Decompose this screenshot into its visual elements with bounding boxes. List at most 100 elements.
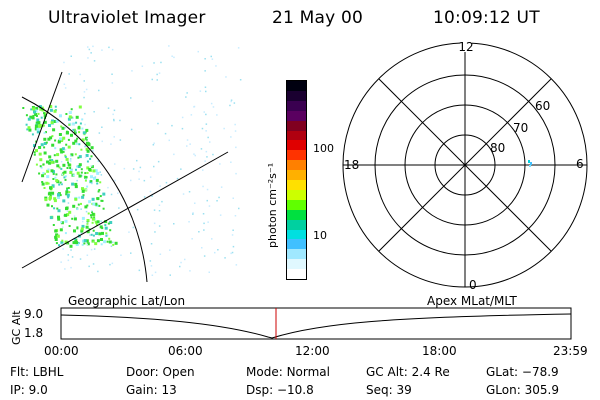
emission-pixel [91, 182, 93, 185]
emission-pixel [50, 160, 54, 164]
emission-pixel [151, 195, 153, 197]
emission-pixel [113, 109, 116, 112]
emission-pixel [95, 221, 98, 224]
emission-pixel [112, 113, 114, 116]
emission-pixel [61, 239, 64, 242]
emission-pixel [153, 142, 155, 144]
emission-pixel [159, 253, 162, 255]
emission-pixel [108, 240, 112, 244]
emission-pixel [110, 143, 112, 145]
emission-pixel [70, 160, 72, 162]
emission-pixel [37, 125, 41, 129]
colorbar-unit-label: photon cm⁻²s⁻¹ [266, 162, 279, 248]
emission-pixel [65, 157, 69, 161]
emission-pixel [75, 168, 77, 171]
emission-pixel [41, 108, 45, 112]
emission-pixel [82, 239, 85, 243]
emission-pixel [103, 240, 107, 244]
emission-pixel [43, 187, 46, 189]
emission-pixel [210, 55, 212, 58]
emission-pixel [85, 147, 89, 151]
emission-pixel [78, 174, 82, 178]
emission-pixel [89, 157, 92, 160]
emission-pixel [219, 214, 222, 216]
emission-pixel [102, 207, 105, 210]
emission-pixel [48, 198, 51, 201]
emission-pixel [79, 73, 81, 76]
emission-pixel [43, 137, 47, 141]
emission-pixel [84, 205, 88, 209]
emission-pixel [100, 174, 103, 176]
emission-pixel [27, 117, 31, 121]
emission-pixel [188, 221, 190, 223]
emission-pixel [230, 136, 232, 138]
emission-pixel [86, 204, 89, 207]
emission-pixel [87, 212, 90, 215]
emission-pixel [68, 73, 70, 75]
emission-pixel [64, 154, 67, 157]
emission-pixel [150, 265, 153, 267]
emission-pixel [176, 177, 179, 180]
emission-pixel [72, 174, 75, 177]
emission-pixel [211, 58, 214, 60]
emission-pixel [90, 180, 93, 183]
emission-pixel [64, 175, 67, 178]
emission-pixel [37, 112, 40, 115]
emission-pixel [132, 226, 135, 229]
geographic-image-panel [21, 45, 242, 283]
emission-pixel [61, 243, 63, 245]
emission-pixel [62, 226, 64, 228]
emission-pixel [80, 208, 82, 210]
emission-pixel [160, 61, 162, 64]
emission-pixel [73, 128, 76, 131]
emission-pixel [230, 100, 232, 103]
emission-pixel [94, 202, 98, 206]
emission-pixel [205, 90, 207, 93]
emission-pixel [64, 178, 67, 181]
emission-pixel [215, 65, 217, 67]
emission-pixel [67, 145, 71, 149]
emission-pixel [199, 90, 202, 92]
emission-pixel [85, 189, 87, 191]
emission-pixel [77, 165, 81, 168]
emission-pixel [93, 216, 96, 219]
timeline-xtick-4: 23:59 [553, 344, 588, 358]
emission-pixel [77, 203, 80, 206]
emission-pixel [101, 199, 104, 202]
emission-pixel [54, 229, 58, 233]
emission-pixel [92, 240, 95, 243]
emission-pixel [38, 146, 42, 149]
emission-pixel [159, 185, 161, 187]
emission-pixel [50, 169, 54, 173]
param-seq: Seq: 39 [366, 383, 412, 397]
emission-pixel [98, 132, 101, 134]
emission-pixel [66, 210, 69, 212]
emission-pixel [67, 187, 70, 189]
emission-pixel [234, 215, 237, 217]
emission-pixel [75, 243, 79, 246]
emission-pixel [70, 249, 72, 251]
emission-pixel [180, 168, 182, 170]
emission-pixel [112, 243, 115, 246]
emission-pixel [223, 127, 225, 130]
emission-pixel [61, 126, 65, 130]
emission-pixel [204, 70, 206, 72]
emission-pixel [43, 131, 46, 134]
colorbar-band [287, 259, 306, 270]
emission-pixel [67, 161, 69, 164]
emission-pixel [193, 106, 195, 108]
emission-pixel [72, 241, 76, 245]
emission-pixel [168, 45, 170, 47]
emission-pixel [194, 154, 196, 157]
colorbar-band [287, 160, 306, 171]
emission-pixel [83, 80, 85, 82]
emission-pixel [69, 159, 72, 161]
emission-pixel [91, 221, 94, 224]
emission-pixel [65, 193, 68, 196]
emission-pixel [61, 173, 63, 176]
emission-pixel [51, 135, 54, 138]
emission-pixel [35, 106, 39, 110]
emission-pixel [55, 179, 59, 183]
emission-pixel [63, 61, 65, 64]
emission-pixel [64, 232, 67, 235]
